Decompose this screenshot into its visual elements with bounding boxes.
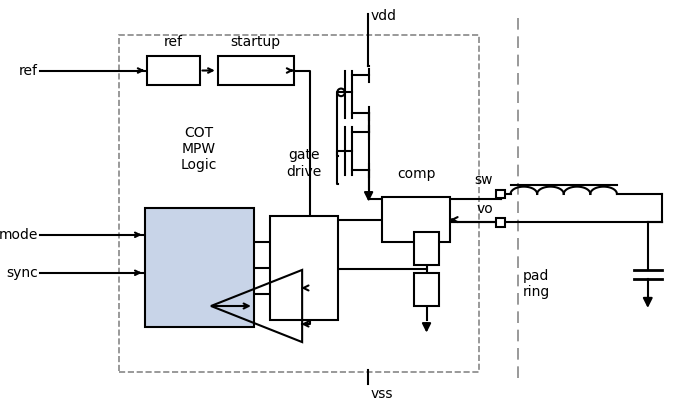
Text: gate
drive: gate drive [286,148,322,179]
Bar [144,208,253,327]
Bar [382,197,450,242]
Bar [270,216,338,320]
Bar [119,35,479,372]
Text: mode: mode [0,228,38,242]
Bar [148,56,199,85]
Bar [414,273,439,306]
Bar [496,218,505,227]
Text: vdd: vdd [370,9,396,23]
Text: vo: vo [476,202,493,216]
Text: pad
ring: pad ring [522,269,550,299]
Text: COT
MPW
Logic: COT MPW Logic [181,126,217,172]
Text: sync: sync [6,266,38,280]
Text: ref: ref [19,64,38,78]
Bar [414,232,439,265]
Text: comp: comp [397,167,435,181]
Bar [496,190,505,198]
Text: sw: sw [475,173,493,187]
Bar [218,56,293,85]
Text: ref: ref [164,35,183,49]
Text: startup: startup [230,35,281,49]
Text: vss: vss [370,387,393,401]
